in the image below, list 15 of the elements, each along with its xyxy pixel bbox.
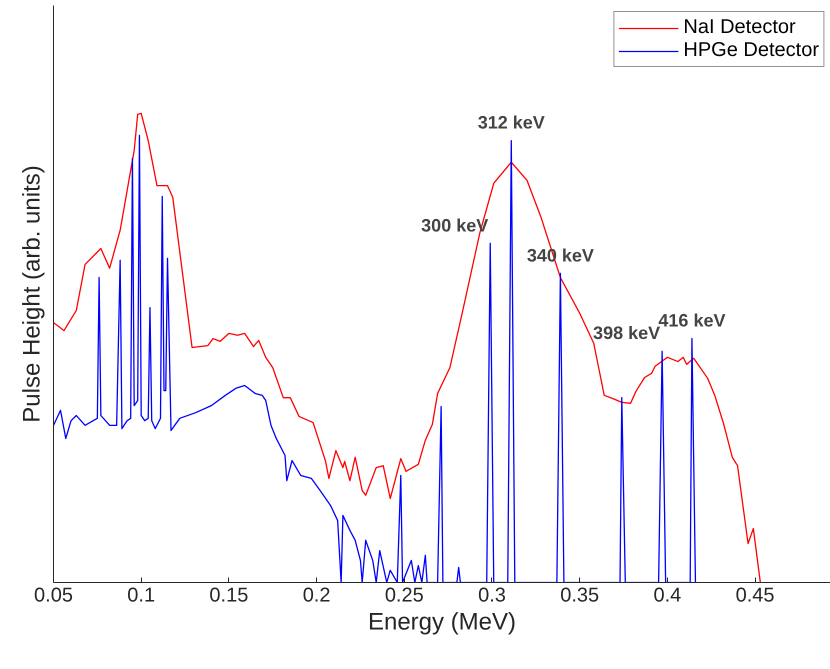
x-tick-label: 0.45 xyxy=(736,584,775,606)
x-tick-label: 0.4 xyxy=(653,584,682,606)
annotation: 312 keV xyxy=(478,112,545,133)
legend-label: NaI Detector xyxy=(683,16,796,39)
x-tick-label: 0.35 xyxy=(560,584,600,606)
annotation: 398 keV xyxy=(593,323,660,344)
x-tick-label: 0.3 xyxy=(478,584,506,606)
legend-label: HPGe Detector xyxy=(683,39,819,62)
x-tick-label: 0.05 xyxy=(34,584,73,606)
x-tick-label: 0.2 xyxy=(302,584,331,606)
x-axis-title: Energy (MeV) xyxy=(368,608,516,636)
x-tick-label: 0.25 xyxy=(384,584,424,606)
x-tick-label: 0.1 xyxy=(127,584,156,606)
x-tick-label: 0.15 xyxy=(209,584,248,606)
y-axis-title: Pulse Height (arb. units) xyxy=(18,165,46,423)
